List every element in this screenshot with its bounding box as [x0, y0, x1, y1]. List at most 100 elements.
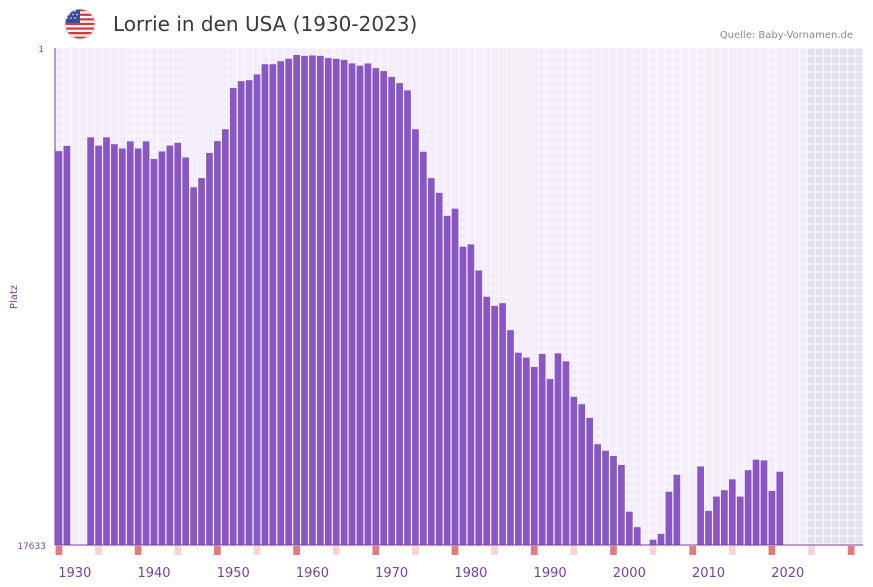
year-marker-light-1933 — [95, 546, 102, 555]
bar-1948 — [214, 141, 221, 545]
bar-1929 — [64, 146, 71, 545]
year-marker-light-1993 — [571, 546, 578, 555]
year-marker-strong-1928 — [56, 546, 63, 555]
bar-1979 — [460, 247, 467, 545]
bar-1985 — [507, 330, 514, 545]
bar-1952 — [246, 80, 253, 545]
y-axis-title: Platz — [9, 285, 20, 309]
bar-1955 — [269, 64, 276, 545]
bar-1984 — [499, 303, 506, 545]
bar-1953 — [254, 74, 261, 545]
x-tick-label-1970: 1970 — [375, 566, 408, 581]
bar-1976 — [436, 193, 443, 545]
bar-1977 — [444, 216, 451, 545]
bar-2013 — [729, 479, 736, 545]
y-tick-label-bottom: 17633 — [17, 542, 46, 552]
bar-1966 — [357, 66, 364, 545]
bar-1961 — [317, 56, 324, 545]
year-marker-strong-1978 — [452, 546, 459, 555]
year-marker-light-2023 — [808, 546, 815, 555]
bar-1936 — [119, 148, 126, 545]
bar-1947 — [206, 153, 213, 545]
year-marker-strong-1948 — [214, 546, 221, 555]
bar-1982 — [483, 297, 490, 545]
year-marker-light-1973 — [412, 546, 419, 555]
bar-1959 — [301, 56, 308, 545]
bar-1992 — [563, 361, 570, 545]
bar-2011 — [713, 497, 720, 545]
year-marker-light-1943 — [174, 546, 181, 555]
bar-1963 — [333, 59, 340, 545]
bar-1975 — [428, 178, 435, 545]
bar-1935 — [111, 144, 118, 545]
bar-2015 — [745, 470, 752, 545]
bar-1970 — [388, 77, 395, 545]
x-tick-label-1930: 1930 — [58, 566, 91, 581]
bar-1946 — [198, 178, 205, 545]
bar-2017 — [761, 460, 768, 545]
bar-1969 — [380, 71, 387, 545]
bar-2004 — [658, 534, 665, 545]
bar-2009 — [697, 466, 704, 545]
x-tick-label-2010: 2010 — [692, 566, 725, 581]
bar-2018 — [769, 491, 776, 545]
year-marker-strong-1988 — [531, 546, 538, 555]
bar-2014 — [737, 497, 744, 545]
bar-1974 — [420, 152, 427, 545]
year-marker-strong-2018 — [769, 546, 776, 555]
y-tick-label-top: 1 — [38, 45, 44, 55]
bar-2001 — [634, 527, 641, 545]
bar-2016 — [753, 460, 760, 545]
bar-1994 — [578, 404, 585, 545]
bar-1983 — [491, 306, 498, 545]
bar-2005 — [666, 492, 673, 545]
year-marker-light-1983 — [491, 546, 498, 555]
bar-2000 — [626, 512, 633, 545]
bar-1960 — [309, 55, 316, 545]
year-marker-light-1953 — [254, 546, 261, 555]
bar-1949 — [222, 129, 229, 545]
bar-1978 — [452, 209, 459, 545]
year-marker-light-2003 — [650, 546, 657, 555]
bar-1999 — [618, 465, 625, 545]
bar-1986 — [515, 353, 522, 545]
bar-1973 — [412, 129, 419, 545]
bar-2003 — [650, 540, 657, 545]
bar-1991 — [555, 353, 562, 545]
bar-1971 — [396, 83, 403, 545]
x-tick-label-2020: 2020 — [771, 566, 804, 581]
bar-1998 — [610, 456, 617, 545]
x-tick-label-1980: 1980 — [454, 566, 487, 581]
bar-1934 — [103, 137, 110, 545]
year-marker-strong-1968 — [372, 546, 379, 555]
year-marker-light-1963 — [333, 546, 340, 555]
x-tick-label-1950: 1950 — [217, 566, 250, 581]
bar-1942 — [167, 146, 174, 545]
x-tick-label-1960: 1960 — [296, 566, 329, 581]
rank-bar-chart: 117633Platz1930 1940 1950 1960 1970 1980 1990 2… — [0, 0, 873, 587]
bar-2006 — [673, 475, 680, 545]
bar-1943 — [174, 143, 181, 545]
bar-1964 — [341, 60, 348, 545]
bar-2010 — [705, 511, 712, 545]
bar-1962 — [325, 58, 332, 545]
year-marker-strong-2008 — [689, 546, 696, 555]
year-marker-strong-1938 — [135, 546, 142, 555]
bar-2012 — [721, 490, 728, 545]
bar-1938 — [135, 148, 142, 545]
bar-1951 — [238, 81, 245, 545]
bar-1940 — [151, 159, 158, 545]
bar-1928 — [56, 151, 63, 545]
year-marker-strong-1998 — [610, 546, 617, 555]
bar-1996 — [594, 444, 601, 545]
bar-1950 — [230, 88, 237, 545]
x-tick-label-1940: 1940 — [137, 566, 170, 581]
bar-1989 — [539, 354, 546, 545]
bar-1995 — [586, 418, 593, 545]
year-marker-light-2013 — [729, 546, 736, 555]
year-marker-strong-2028 — [848, 546, 855, 555]
bar-1990 — [547, 379, 554, 545]
bar-1972 — [404, 90, 411, 545]
bar-1965 — [349, 63, 356, 545]
x-tick-label-2000: 2000 — [613, 566, 646, 581]
